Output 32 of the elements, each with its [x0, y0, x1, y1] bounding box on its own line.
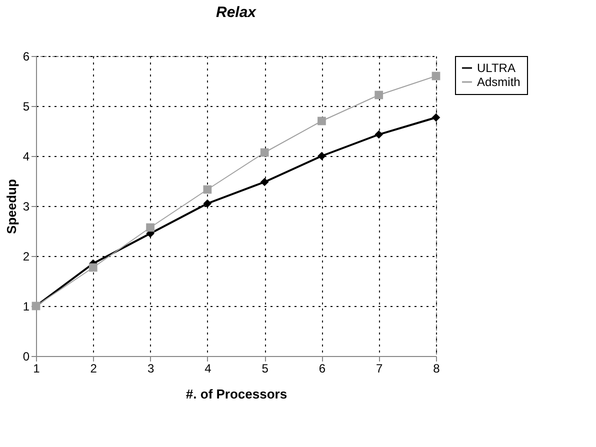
point	[203, 199, 212, 208]
y-tick-label: 6	[22, 50, 30, 64]
y-tick-label: 5	[22, 100, 30, 114]
x-tick-label: 1	[33, 362, 40, 376]
point	[203, 185, 212, 194]
y-tick-label: 1	[22, 300, 30, 314]
y-tick-label: 4	[22, 150, 30, 164]
x-tick-label: 6	[318, 362, 326, 376]
point	[318, 152, 326, 160]
point	[432, 113, 440, 122]
x-tick-label: 4	[204, 362, 212, 376]
point	[374, 130, 384, 139]
x-tick-label: 8	[433, 362, 440, 376]
point	[318, 116, 326, 126]
y-tick-label: 2	[22, 250, 30, 264]
point	[146, 223, 154, 232]
y-tick-label: 3	[22, 200, 30, 214]
y-tick-label: 0	[22, 350, 30, 364]
point	[432, 72, 440, 80]
x-tick-label: 2	[90, 362, 98, 376]
point	[260, 178, 269, 186]
legend-label: ULTRA	[477, 61, 516, 75]
x-tick-label: 5	[262, 362, 269, 376]
point	[374, 90, 384, 100]
x-axis-title: #. of Processors	[186, 386, 288, 402]
point	[88, 263, 98, 272]
x-tick-label: 3	[147, 362, 154, 376]
y-axis-title: Speedup	[4, 179, 19, 234]
point	[260, 148, 269, 157]
x-tick-label: 7	[376, 362, 384, 376]
legend-label: Adsmith	[477, 75, 520, 89]
chart-title: Relax	[216, 4, 257, 21]
